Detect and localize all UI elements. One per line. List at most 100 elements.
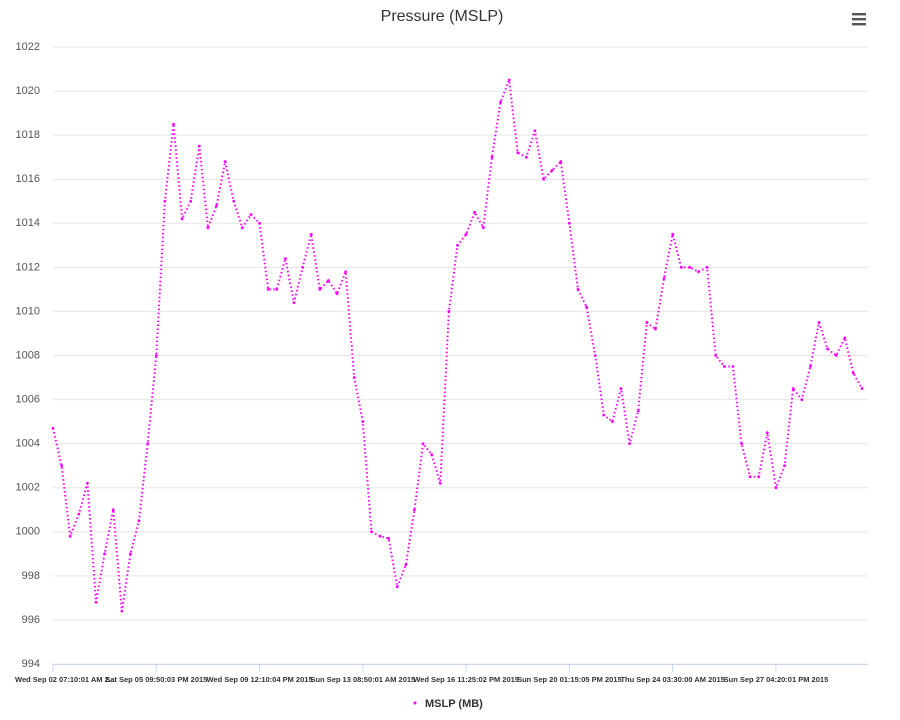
point (370, 530, 373, 534)
point (258, 221, 261, 225)
point (301, 265, 304, 269)
point (533, 129, 537, 133)
x-tick-label: Sun Sep 13 08:50:01 AM 2015 (310, 675, 415, 684)
point (490, 155, 494, 159)
point (154, 354, 158, 357)
point (611, 420, 614, 424)
menu-button[interactable] (848, 10, 870, 30)
point (808, 365, 812, 368)
point (404, 563, 408, 567)
point (292, 301, 296, 305)
point (361, 420, 365, 424)
point (731, 365, 735, 368)
point (817, 321, 821, 324)
point (851, 371, 855, 375)
point (111, 508, 115, 512)
x-tick-label: Wed Sep 16 11:25:02 PM 2015 (413, 675, 519, 684)
point (421, 442, 425, 446)
point (499, 100, 502, 104)
point (783, 464, 786, 468)
point (395, 585, 399, 589)
point (619, 387, 623, 390)
point (697, 270, 700, 274)
point (748, 475, 752, 479)
y-tick-label: 1000 (16, 526, 40, 538)
menu-bar (852, 23, 866, 26)
point (120, 609, 124, 613)
point (722, 365, 726, 368)
point (800, 398, 804, 401)
point (576, 287, 580, 291)
point (507, 78, 511, 82)
point (146, 442, 150, 446)
point (757, 475, 761, 479)
point (283, 257, 287, 260)
point (602, 413, 606, 417)
point (240, 226, 244, 230)
point (654, 327, 657, 331)
x-tick-label: Sun Sep 20 01:15:05 PM 2015 (517, 675, 622, 684)
point (679, 265, 683, 269)
point (774, 486, 778, 490)
point (585, 305, 588, 309)
point (335, 292, 339, 296)
y-tick-label: 1022 (16, 41, 40, 53)
y-tick-label: 1002 (16, 482, 40, 494)
point (705, 265, 709, 269)
point (223, 160, 227, 163)
point (232, 199, 236, 203)
y-tick-label: 1008 (16, 349, 40, 361)
point (688, 265, 692, 269)
point (447, 310, 451, 313)
point (473, 210, 477, 214)
point (464, 232, 468, 236)
point (77, 512, 81, 516)
x-tick-label: Sun Sep 27 04:20:01 PM 2015 (724, 675, 829, 684)
point (481, 226, 485, 230)
x-tick-label: Wed Sep 02 07:10:01 AM 2... (15, 675, 115, 684)
point (413, 508, 416, 512)
point (516, 151, 520, 155)
point (542, 177, 545, 181)
point (714, 354, 718, 357)
point (791, 387, 795, 390)
point (430, 453, 434, 457)
point (567, 221, 571, 225)
menu-bar (852, 18, 866, 21)
point (197, 144, 201, 148)
point (826, 347, 829, 351)
point (524, 155, 528, 159)
point (137, 519, 141, 523)
point (628, 442, 632, 446)
point (249, 213, 253, 216)
y-tick-label: 1018 (16, 129, 40, 141)
legend-marker (413, 701, 417, 705)
point (378, 534, 382, 538)
y-tick-label: 1020 (16, 85, 40, 97)
point (352, 376, 356, 379)
y-tick-label: 998 (22, 570, 40, 582)
point (559, 160, 563, 163)
y-tick-label: 1012 (16, 261, 40, 273)
point (309, 232, 313, 236)
y-tick-label: 1014 (16, 217, 40, 229)
y-tick-label: 1004 (16, 438, 40, 450)
chart-title: Pressure (MSLP) (381, 8, 504, 25)
point (834, 354, 838, 357)
point (94, 600, 98, 604)
y-tick-label: 1016 (16, 173, 40, 185)
point (843, 336, 847, 340)
point (593, 354, 597, 357)
point (671, 232, 675, 236)
y-tick-label: 996 (22, 614, 40, 626)
x-tick-label: Thu Sep 24 03:30:00 AM 2015 (620, 675, 724, 684)
point (68, 534, 72, 538)
point (645, 321, 649, 324)
point (129, 552, 132, 556)
point (438, 481, 442, 485)
point (60, 464, 64, 468)
point (51, 426, 55, 430)
point (550, 169, 554, 172)
